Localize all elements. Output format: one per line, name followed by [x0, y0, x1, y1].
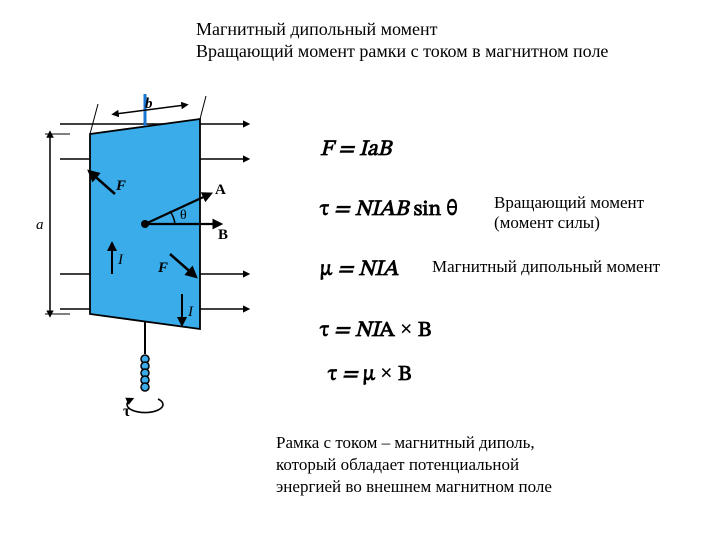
note-frame-1: Рамка с током – магнитный диполь,	[276, 432, 535, 453]
formula-torque-mu: τ = μ × B	[328, 360, 411, 389]
label-a: a	[36, 217, 44, 233]
formula-force: F = IaB	[320, 136, 391, 164]
label-tau: τ	[123, 403, 131, 420]
label-theta: θ	[180, 208, 187, 223]
note-frame-3: энергией во внешнем магнитном поле	[276, 476, 552, 497]
note-frame-2: который обладает потенциальной	[276, 454, 519, 475]
formula-torque-vec: τ = NIA × B	[320, 316, 431, 345]
label-F2: F	[157, 260, 168, 276]
title-line-1: Магнитный дипольный момент	[196, 18, 438, 41]
formula-mu: μ = NIA	[320, 256, 398, 284]
label-F1: F	[115, 178, 126, 194]
label-b: b	[145, 96, 153, 112]
label-A: A	[215, 182, 226, 198]
physics-diagram: a b A B θ F F I I τ	[20, 94, 250, 424]
note-mu: Магнитный дипольный момент	[432, 256, 660, 277]
note-torque-1: Вращающий момент	[494, 192, 644, 213]
formula-torque-sin: τ = NIAB sin θ	[320, 196, 458, 224]
title-line-2: Вращающий момент рамки с током в магнитн…	[196, 40, 608, 63]
label-I1: I	[117, 252, 124, 268]
label-I2: I	[187, 304, 194, 320]
note-torque-2: (момент силы)	[494, 212, 600, 233]
label-B: B	[218, 227, 228, 243]
